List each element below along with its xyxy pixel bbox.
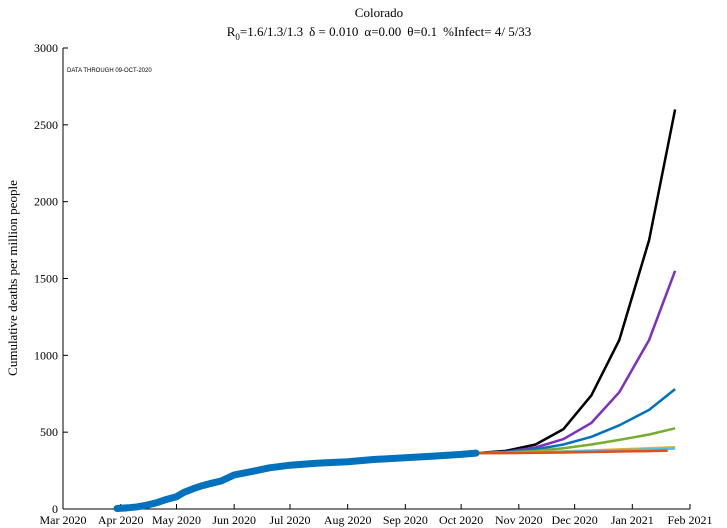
projection-line (476, 449, 668, 455)
x-tick-label: Feb 2021 (668, 513, 713, 527)
r0-values: =1.6/1.3/1.3 (240, 24, 303, 39)
r0-label: R (227, 24, 236, 39)
theta-param: θ=0.1 (407, 24, 437, 39)
x-tick-label: Mar 2020 (40, 513, 87, 527)
x-tick-label: Oct 2020 (439, 513, 483, 527)
observed-deaths-line (113, 449, 480, 512)
x-tick-label: Jul 2020 (269, 513, 310, 527)
y-tick-label: 2000 (34, 195, 58, 209)
r0-subscript: 0 (235, 32, 240, 42)
y-tick-label: 3000 (34, 41, 58, 55)
x-tick-label: Sep 2020 (383, 513, 428, 527)
delta-param: δ = 0.010 (309, 24, 358, 39)
alpha-param: α=0.00 (364, 24, 401, 39)
x-tick-label: Dec 2020 (551, 513, 597, 527)
x-tick-label: Aug 2020 (324, 513, 372, 527)
y-tick-label: 500 (40, 425, 58, 439)
data-note: DATA THROUGH 09-OCT-2020 (67, 68, 152, 74)
x-tick-label: Jan 2021 (611, 513, 654, 527)
y-tick-label: 1000 (34, 348, 58, 362)
y-axis-label: Cumulative deaths per million people (5, 180, 20, 376)
y-tick-label: 2500 (34, 118, 58, 132)
x-tick-label: Apr 2020 (98, 513, 144, 527)
plot-area: 0 500 1000 1500 2000 2500 3000 Mar 2020 Apr 2020… (34, 41, 713, 527)
x-tick-label: May 2020 (152, 513, 201, 527)
projection-line (475, 270, 677, 455)
projection-line (475, 109, 677, 455)
projection-line (475, 388, 676, 455)
y-tick-label: 1500 (34, 272, 58, 286)
x-tick-label: Jun 2020 (212, 513, 256, 527)
x-tick-label: Nov 2020 (495, 513, 543, 527)
y-tick-label: 0 (52, 502, 58, 516)
infect-param: %Infect= 4/ 5/33 (443, 24, 531, 39)
chart-subtitle: R0=1.6/1.3/1.3 δ = 0.010 α=0.00 θ=0.1 %Infec… (227, 24, 532, 42)
chart-title: Colorado (355, 5, 403, 20)
